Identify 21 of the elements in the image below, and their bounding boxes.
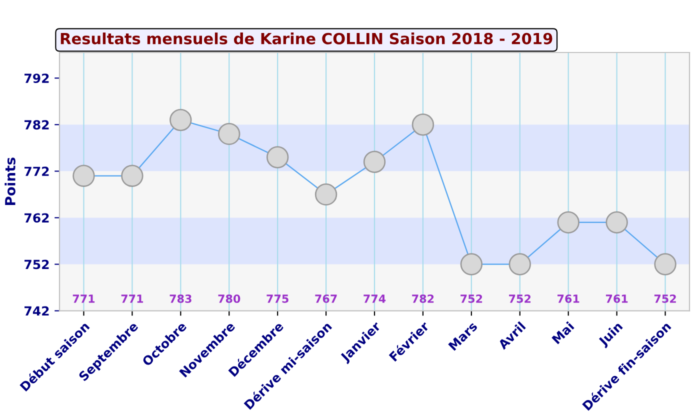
annotation: 761	[606, 294, 628, 303]
annotation: 752	[460, 294, 482, 303]
annotation: 774	[364, 294, 386, 303]
y-axis-title: Points	[4, 158, 16, 206]
y-tick-label: 772	[24, 166, 49, 176]
y-tick-label: 752	[24, 260, 49, 270]
annotation: 767	[315, 294, 337, 303]
annotation: 771	[72, 294, 95, 303]
annotation: 783	[170, 294, 192, 303]
annotation: 780	[218, 294, 240, 303]
annotation: 752	[654, 294, 676, 303]
annotation: 771	[121, 294, 144, 303]
annotation: 752	[509, 294, 531, 303]
y-tick-label: 742	[24, 306, 49, 316]
annotation: 782	[412, 294, 434, 303]
y-tick-label: 782	[24, 120, 49, 130]
y-tick-label: 792	[24, 74, 49, 84]
y-tick-label: 762	[24, 213, 49, 223]
annotation: 775	[266, 294, 288, 303]
annotation: 761	[557, 294, 580, 303]
chart-title: Resultats mensuels de Karine COLLIN Saison 2018 - 2019	[60, 32, 552, 44]
